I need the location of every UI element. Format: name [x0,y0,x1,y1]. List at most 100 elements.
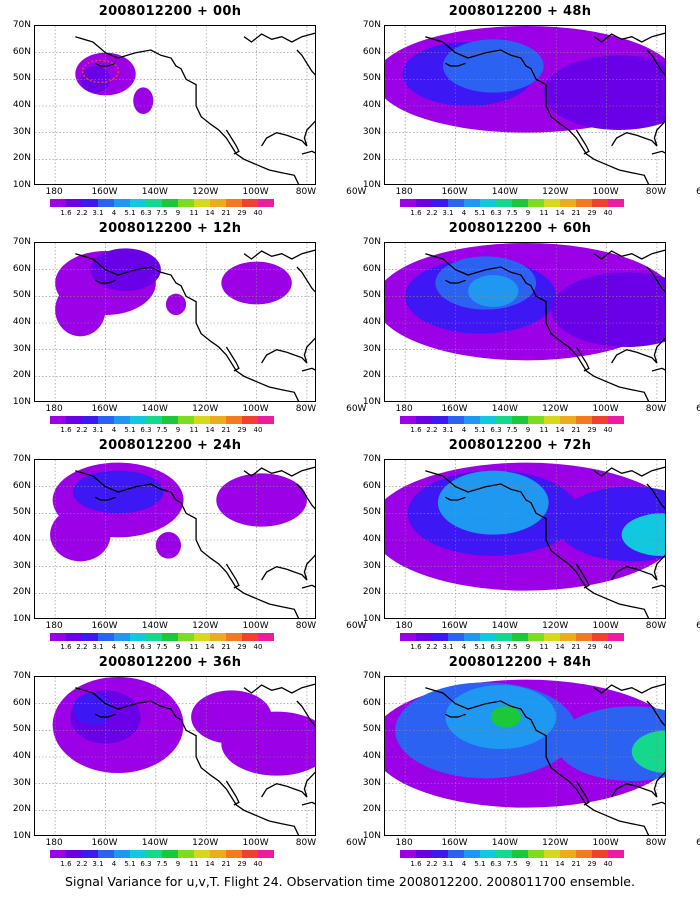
colorbar-level-label: 2.2 [426,209,438,217]
colorbar-swatch [210,416,226,424]
lat-tick-label: 20N [12,804,31,815]
colorbar-swatch [480,850,496,858]
lat-tick-label: 70N [12,20,31,30]
colorbar [50,633,274,641]
coastline [445,62,466,67]
map-canvas [35,243,315,401]
colorbar-swatch [82,633,98,641]
colorbar-level-label: 6.3 [490,209,502,217]
coastline [651,367,665,372]
lon-tick-label: 60W [346,838,367,848]
colorbar-swatch [242,199,258,207]
colorbar-swatch [416,199,432,207]
colorbar-swatch [576,850,592,858]
colorbar-level-label: 40 [603,209,613,217]
coastline [425,253,650,401]
colorbar-level-label: 6.3 [140,860,152,868]
colorbar-level-label: 2.2 [76,643,88,651]
colorbar-swatch [608,416,624,424]
colorbar-swatch [194,199,210,207]
colorbar-level-label: 9 [175,643,181,651]
variance-contour [55,283,106,337]
panel-title: 2008012200 + 72h [448,438,592,453]
forecast-panel: 2008012200 + 84h 70N 60N 50N 40N 30N 20N 10N 180… [350,651,700,869]
colorbar-swatch [496,850,512,858]
colorbar-swatch [592,416,608,424]
lat-tick-label: 60N [362,46,381,57]
colorbar-swatch [210,633,226,641]
colorbar-swatch [448,850,464,858]
coastline [593,249,665,260]
colorbar-swatch [416,850,432,858]
coastline [95,279,116,284]
colorbar-swatch [178,199,194,207]
lat-tick-label: 20N [12,587,31,598]
colorbar-swatch [576,199,592,207]
lat-tick-label: 60N [12,263,31,274]
coastline [445,713,466,718]
colorbar-level-label: 14 [555,860,565,868]
colorbar-level-label: 9 [525,643,531,651]
map-canvas [385,677,665,835]
lat-tick-label: 30N [12,126,31,137]
variance-contour [191,690,272,744]
lon-tick-label: 140W [491,838,518,848]
lat-tick-label: 70N [12,454,31,464]
coastline [445,496,466,501]
colorbar-level-label: 7.5 [156,860,168,868]
colorbar-swatch [448,199,464,207]
lat-tick-label: 40N [362,100,381,110]
colorbar-swatch [210,199,226,207]
colorbar-swatch [82,416,98,424]
colorbar-swatch [226,416,242,424]
colorbar-swatch [130,199,146,207]
colorbar-level-label: 2.2 [76,860,88,868]
forecast-panel: 2008012200 + 72h 70N 60N 50N 40N 30N 20N 10N 180… [350,434,700,652]
colorbar-level-label: 11 [539,209,549,217]
colorbar-swatch [432,199,448,207]
variance-contour [543,55,665,130]
colorbar-level-label: 4 [461,860,467,868]
variance-map [34,459,316,619]
lat-tick-label: 10N [362,397,381,407]
colorbar-level-label: 7.5 [156,426,168,434]
colorbar-level-label: 4 [111,860,117,868]
colorbar-level-label: 14 [555,643,565,651]
colorbar-swatch [146,416,162,424]
colorbar-level-label: 7.5 [506,643,518,651]
colorbar-level-label: 7.5 [506,860,518,868]
lat-tick-label: 30N [362,560,381,571]
colorbar-swatch [592,633,608,641]
lon-tick-label: 140W [141,621,168,631]
lat-tick-label: 50N [12,507,31,518]
colorbar-level-label: 29 [237,426,247,434]
lon-tick-label: 180 [395,838,413,848]
map-canvas [385,26,665,184]
lat-tick-label: 20N [362,153,381,164]
coastline [593,683,665,694]
lat-tick-label: 70N [362,20,381,30]
colorbar-swatch [528,199,544,207]
coastline [225,780,240,806]
colorbar-swatch [82,850,98,858]
colorbar-level-label: 1.6 [60,426,72,434]
colorbar-swatch [130,416,146,424]
colorbar-swatch [480,416,496,424]
lon-tick-label: 60W [696,621,700,631]
lat-tick-label: 10N [12,180,31,190]
variance-contour [621,513,665,556]
coastline [301,801,315,806]
lon-tick-label: 100W [592,621,619,631]
coastline [225,129,240,155]
lon-tick-label: 120W [542,838,569,848]
colorbar-swatch [242,633,258,641]
colorbar-swatch [114,850,130,858]
lat-tick-label: 20N [362,370,381,381]
colorbar-level-label: 3.1 [442,209,454,217]
colorbar-swatch [162,199,178,207]
lat-tick-label: 70N [12,671,31,681]
colorbar-level-label: 1.6 [60,209,72,217]
colorbar-swatch [162,633,178,641]
colorbar-swatch [544,633,560,641]
colorbar-level-label: 29 [587,426,597,434]
